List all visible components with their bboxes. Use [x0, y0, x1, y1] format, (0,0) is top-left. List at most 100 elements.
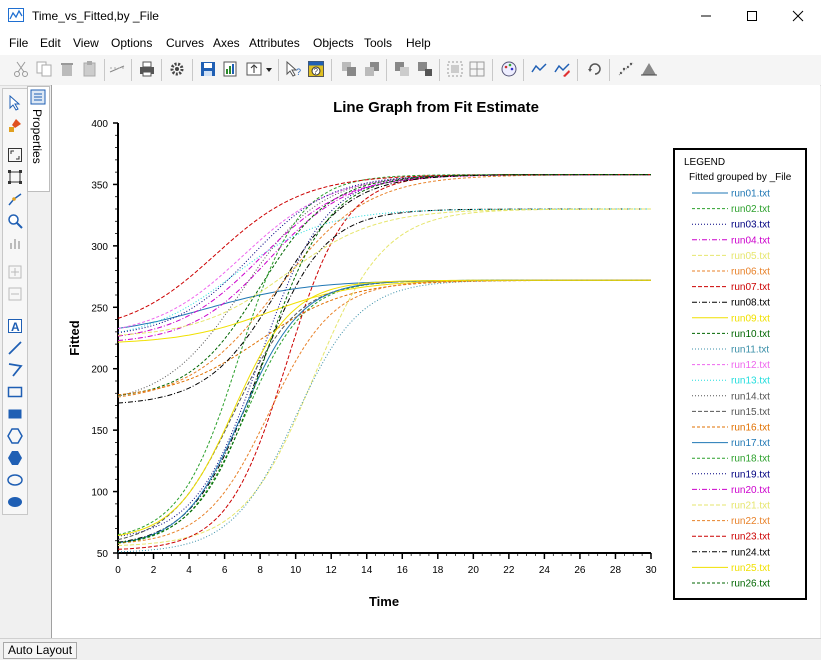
legend-entry: run23.txt: [731, 532, 770, 543]
x-tick-label: 16: [397, 565, 409, 576]
svg-text:A: A: [11, 320, 20, 334]
series-line[interactable]: [117, 279, 651, 541]
edit-points-icon[interactable]: [7, 191, 23, 207]
menu-axes[interactable]: Axes: [213, 36, 240, 50]
palette-icon[interactable]: [500, 60, 518, 78]
series-line[interactable]: [117, 174, 651, 536]
series-line[interactable]: [117, 174, 651, 398]
series-line[interactable]: [117, 174, 651, 341]
zoom-icon[interactable]: [7, 213, 23, 229]
polyline-tool-icon[interactable]: [7, 362, 23, 378]
chevron-down-icon[interactable]: [264, 60, 274, 78]
pointer-icon[interactable]: [7, 95, 23, 111]
y-tick-label: 350: [91, 180, 108, 191]
series-line[interactable]: [117, 174, 651, 330]
curve-edit-icon[interactable]: [108, 60, 126, 78]
bring-forward-icon[interactable]: [340, 60, 358, 78]
text-tool-icon[interactable]: A: [7, 318, 23, 334]
line-chart[interactable]: Line Graph from Fit Estimate 50100150200…: [52, 85, 820, 638]
menu-file[interactable]: File: [9, 36, 29, 50]
delete-icon[interactable]: [58, 60, 76, 78]
series-line[interactable]: [117, 174, 651, 337]
refresh-icon[interactable]: [586, 60, 604, 78]
ellipse-tool-icon[interactable]: [7, 472, 23, 488]
window-title: Time_vs_Fitted,by _File: [32, 9, 159, 23]
copy-icon[interactable]: [35, 60, 53, 78]
brush-icon[interactable]: [7, 117, 23, 133]
close-icon: [792, 10, 804, 21]
menu-edit[interactable]: Edit: [40, 36, 61, 50]
series-line[interactable]: [117, 174, 651, 397]
menu-curves[interactable]: Curves: [166, 36, 205, 50]
menu-attributes[interactable]: Attributes: [249, 36, 300, 50]
menu-help[interactable]: Help: [406, 36, 431, 50]
minimize-button[interactable]: [683, 0, 729, 31]
save-icon[interactable]: [199, 60, 217, 78]
toolbar-separator: [278, 59, 279, 81]
resize-icon[interactable]: [7, 169, 23, 185]
line-style-icon[interactable]: [530, 60, 548, 78]
x-tick-label: 20: [468, 565, 480, 576]
help-icon[interactable]: ?: [307, 60, 325, 78]
send-backward-icon[interactable]: [363, 60, 381, 78]
zoom-fit-icon[interactable]: [7, 147, 23, 163]
toolbar-separator: [131, 59, 132, 81]
series-line[interactable]: [117, 174, 651, 334]
send-back-icon[interactable]: [416, 60, 434, 78]
series-line[interactable]: [117, 174, 651, 404]
cut-icon[interactable]: [12, 60, 30, 78]
line-tool-icon[interactable]: [7, 340, 23, 356]
legend-entry: run11.txt: [731, 345, 769, 356]
properties-tab[interactable]: Properties: [27, 86, 50, 192]
legend-title: LEGEND: [684, 157, 725, 168]
legend[interactable]: LEGEND Fitted grouped by _File run01.txt…: [673, 148, 807, 600]
rectangle-tool-icon[interactable]: [7, 384, 23, 400]
properties-icon: [30, 89, 46, 105]
filled-ellipse-tool-icon[interactable]: [7, 494, 23, 510]
remove-curve-icon[interactable]: [7, 286, 23, 302]
series-line[interactable]: [117, 174, 651, 544]
add-curve-icon[interactable]: [7, 264, 23, 280]
filled-polygon-tool-icon[interactable]: [7, 450, 23, 466]
close-button[interactable]: [775, 0, 821, 31]
x-tick-label: 10: [290, 565, 302, 576]
bar-chart-icon[interactable]: [7, 235, 23, 251]
series-line[interactable]: [117, 208, 651, 333]
series-line[interactable]: [117, 279, 651, 553]
series-line[interactable]: [117, 208, 651, 546]
filled-rectangle-tool-icon[interactable]: [7, 406, 23, 422]
tools-palette: A: [2, 88, 28, 515]
menu-objects[interactable]: Objects: [313, 36, 354, 50]
y-tick-label: 200: [91, 365, 108, 376]
bring-front-icon[interactable]: [393, 60, 411, 78]
ungroup-icon[interactable]: [468, 60, 486, 78]
export-data-icon[interactable]: [222, 60, 240, 78]
line-color-icon[interactable]: [553, 60, 571, 78]
scatter-icon[interactable]: [617, 60, 635, 78]
status-bar: Auto Layout: [0, 638, 821, 660]
series-line[interactable]: [117, 174, 651, 550]
series-line[interactable]: [117, 174, 651, 319]
polygon-tool-icon[interactable]: [7, 428, 23, 444]
series-line[interactable]: [117, 279, 651, 396]
group-icon[interactable]: [446, 60, 464, 78]
menu-tools[interactable]: Tools: [364, 36, 393, 50]
print-icon[interactable]: [138, 60, 156, 78]
export-image-icon[interactable]: [245, 60, 263, 78]
series-line[interactable]: [117, 279, 651, 544]
series-line[interactable]: [117, 279, 651, 536]
paste-icon[interactable]: [81, 60, 99, 78]
series-line[interactable]: [117, 208, 651, 336]
toolbar: ? ?: [0, 55, 821, 86]
menu-options[interactable]: Options: [111, 36, 153, 50]
whats-this-icon[interactable]: ?: [285, 60, 303, 78]
toolbar-separator: [104, 59, 105, 81]
legend-entry: run13.txt: [731, 376, 770, 387]
maximize-button[interactable]: [729, 0, 775, 31]
menu-view[interactable]: View: [73, 36, 99, 50]
series-line[interactable]: [117, 174, 651, 537]
gear-icon[interactable]: [168, 60, 186, 78]
graph-canvas[interactable]: Line Graph from Fit Estimate 50 100 150 200…: [51, 85, 820, 638]
peak-icon[interactable]: [640, 60, 658, 78]
